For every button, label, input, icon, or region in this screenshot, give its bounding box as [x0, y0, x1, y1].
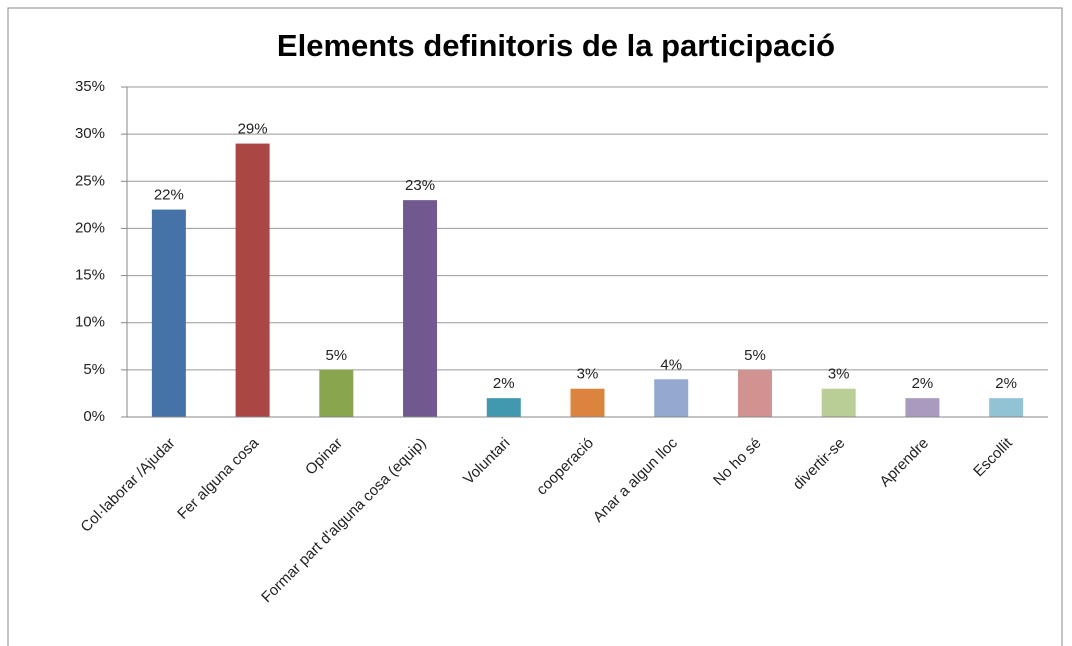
- value-label: 5%: [744, 347, 766, 364]
- y-tick-label: 5%: [83, 361, 105, 378]
- value-label: 4%: [660, 356, 682, 373]
- x-tick-label: Fer alguna cosa: [174, 434, 263, 523]
- x-tick-label: cooperació: [533, 435, 597, 499]
- x-tick-label: Escollit: [970, 434, 1016, 480]
- x-tick-label: Anar a algun lloc: [590, 434, 681, 525]
- x-tick-label: Voluntari: [460, 435, 513, 488]
- x-tick-label: No ho sé: [710, 435, 764, 489]
- y-tick-label: 25%: [75, 172, 105, 189]
- bar: [235, 143, 270, 418]
- bar: [737, 369, 772, 417]
- value-label: 2%: [493, 375, 515, 392]
- bar: [151, 209, 186, 417]
- value-label: 22%: [154, 187, 184, 204]
- y-tick-label: 35%: [75, 78, 105, 95]
- chart-frame: [7, 7, 1063, 646]
- value-label: 2%: [912, 375, 934, 392]
- bar: [821, 388, 856, 417]
- bar: [403, 200, 438, 417]
- bar: [989, 398, 1024, 417]
- x-tick-label: Formar part d'alguna cosa (equip): [258, 435, 429, 606]
- y-tick-label: 30%: [75, 125, 105, 142]
- value-label: 3%: [828, 366, 850, 383]
- bar: [486, 398, 521, 417]
- value-label: 29%: [238, 121, 268, 138]
- value-label: 3%: [577, 366, 599, 383]
- x-tick-label: Col·laborar /Ajudar: [77, 435, 178, 536]
- bar: [905, 398, 940, 417]
- x-tick-label: Aprendre: [876, 435, 932, 491]
- bar: [319, 369, 354, 417]
- value-label: 2%: [995, 375, 1017, 392]
- y-tick-label: 20%: [75, 219, 105, 236]
- x-tick-label: divertir-se: [790, 435, 849, 494]
- y-tick-label: 10%: [75, 314, 105, 331]
- value-label: 5%: [325, 347, 347, 364]
- y-tick-label: 0%: [83, 408, 105, 425]
- y-tick-label: 15%: [75, 267, 105, 284]
- chart-title: Elements definitoris de la participació: [277, 28, 835, 63]
- x-tick-label: Opinar: [302, 435, 346, 479]
- bar: [570, 388, 605, 417]
- bar: [654, 379, 689, 417]
- value-label: 23%: [405, 177, 435, 194]
